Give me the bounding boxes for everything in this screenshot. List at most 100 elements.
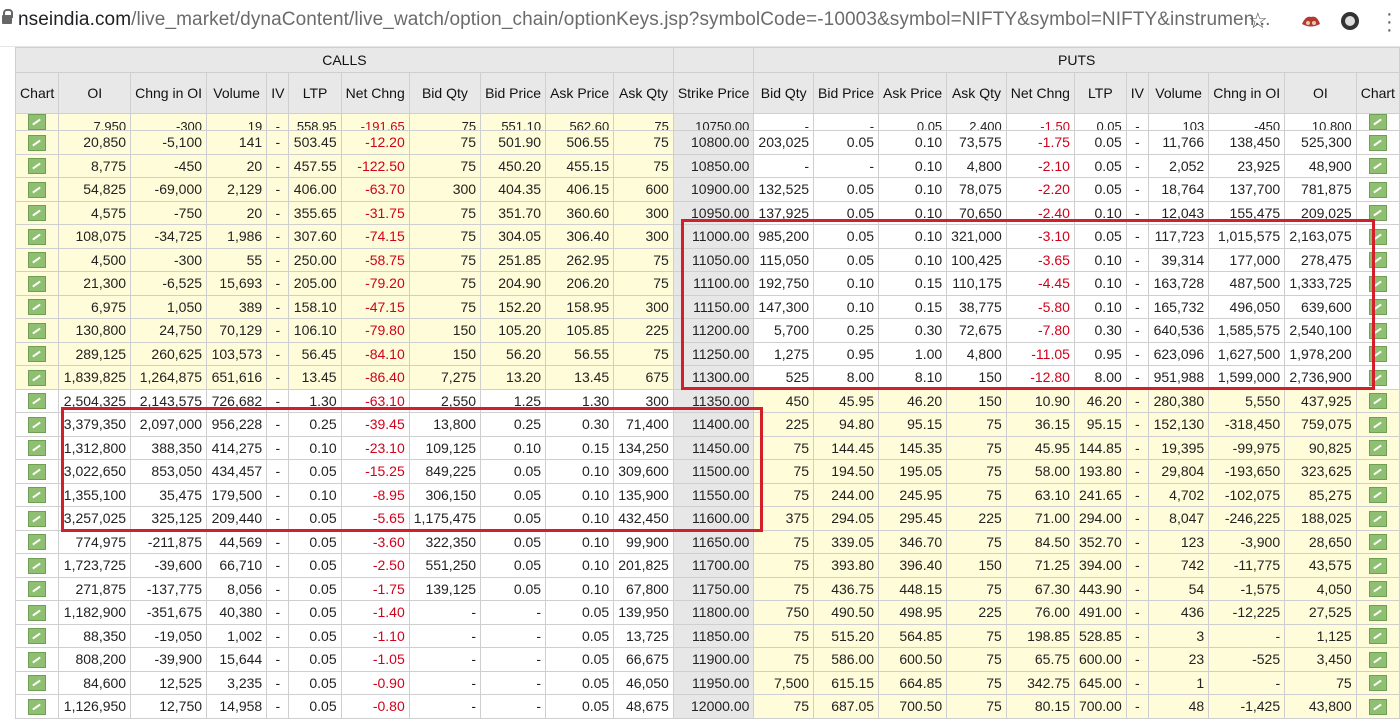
chart-icon[interactable] [28,114,47,130]
chart-icon[interactable] [1368,651,1387,668]
put-cell: 203,025 [753,130,815,155]
chart-icon[interactable] [28,228,47,245]
chart-icon[interactable] [1368,114,1387,130]
chart-icon[interactable] [1368,534,1387,551]
put-cell: - [1125,694,1150,719]
chart-icon[interactable] [28,346,47,363]
chart-icon[interactable] [1368,675,1387,692]
chart-icon[interactable] [1368,510,1387,527]
chart-icon[interactable] [28,651,47,668]
call-cell: - [266,200,290,225]
chart-icon[interactable] [1368,369,1387,386]
put-cell: 43,575 [1284,553,1357,578]
chart-cell [15,482,60,507]
chart-icon[interactable] [1368,252,1387,269]
chart-icon[interactable] [1368,628,1387,645]
column-header[interactable]: Bid Qty [753,72,815,114]
chart-icon[interactable] [28,581,47,598]
chart-cell [15,670,60,695]
call-cell: 675 [613,365,674,390]
chart-icon[interactable] [1368,134,1387,151]
call-cell: - [408,647,482,672]
menu-icon[interactable]: · · · [1386,3,1393,41]
column-header[interactable]: Chng in OI [130,72,208,114]
chart-icon[interactable] [1368,275,1387,292]
chart-icon[interactable] [1368,228,1387,245]
column-header[interactable]: Ask Price [878,72,948,114]
chart-icon[interactable] [28,604,47,621]
profile-icon[interactable] [1341,12,1359,30]
chart-icon[interactable] [28,557,47,574]
column-header[interactable]: Bid Qty [408,72,482,114]
column-header[interactable]: OI [58,72,132,114]
chart-icon[interactable] [1368,346,1387,363]
column-header[interactable]: Ask Qty [613,72,674,114]
call-cell: 54,825 [58,177,132,202]
chart-icon[interactable] [1368,463,1387,480]
chart-icon[interactable] [1368,698,1387,715]
column-header[interactable]: Chart [1355,72,1400,114]
chart-icon[interactable] [28,252,47,269]
put-cell: 75 [753,694,815,719]
chart-icon[interactable] [1368,158,1387,175]
chart-icon[interactable] [1368,557,1387,574]
chart-icon[interactable] [1368,322,1387,339]
column-header[interactable]: OI [1284,72,1357,114]
chart-icon[interactable] [28,134,47,151]
column-header[interactable]: Strike Price [672,72,755,114]
column-header[interactable]: Volume [1147,72,1210,114]
chart-icon[interactable] [28,158,47,175]
chart-icon[interactable] [1368,487,1387,504]
chart-icon[interactable] [1368,181,1387,198]
strike-price: 12000.00 [672,694,755,719]
call-cell: 1,050 [130,294,208,319]
chart-icon[interactable] [28,205,47,222]
column-header[interactable]: Chart [15,72,60,114]
chart-icon[interactable] [28,463,47,480]
chart-icon[interactable] [1368,440,1387,457]
extension-icon[interactable] [1300,12,1322,30]
column-header[interactable]: IV [266,72,290,114]
option-row: 271,875 -137,775 8,056-0.05 -1.75 139,125 0.0… [15,576,1400,601]
chart-icon[interactable] [28,698,47,715]
column-header[interactable]: Net Chng [340,72,410,114]
column-header[interactable]: Chng in OI [1208,72,1286,114]
chart-icon[interactable] [1368,393,1387,410]
chart-icon[interactable] [28,510,47,527]
chart-icon[interactable] [28,675,47,692]
option-row: 1,839,825 1,264,875 651,616-13.45 -86.40 7,2… [15,365,1400,390]
chart-icon[interactable] [28,628,47,645]
column-header[interactable]: Bid Price [480,72,547,114]
call-cell: -750 [130,200,208,225]
chart-icon[interactable] [28,322,47,339]
put-cell: 0.05 [1073,130,1127,155]
lock-icon[interactable] [2,9,13,24]
address-bar[interactable]: nseindia.com/live_market/dynaContent/liv… [0,0,1400,47]
chart-icon[interactable] [28,487,47,504]
chart-icon[interactable] [28,393,47,410]
chart-icon[interactable] [28,440,47,457]
chart-icon[interactable] [1368,604,1387,621]
column-header[interactable]: Volume [206,72,268,114]
chart-icon[interactable] [1368,581,1387,598]
column-header[interactable]: Bid Price [813,72,880,114]
chart-icon[interactable] [28,534,47,551]
column-header[interactable]: Ask Qty [946,72,1007,114]
call-cell: - [408,694,482,719]
put-cell: 165,732 [1147,294,1210,319]
chart-icon[interactable] [1368,205,1387,222]
column-header[interactable]: IV [1125,72,1150,114]
chart-icon[interactable] [28,369,47,386]
chart-icon[interactable] [28,181,47,198]
bookmark-star-icon[interactable]: ☆ [1248,8,1268,33]
column-header[interactable]: LTP [288,72,342,114]
column-header[interactable]: LTP [1073,72,1127,114]
column-header[interactable]: Ask Price [545,72,615,114]
url-text[interactable]: nseindia.com/live_market/dynaContent/liv… [18,9,1271,31]
column-header[interactable]: Net Chng [1005,72,1075,114]
chart-icon[interactable] [1368,299,1387,316]
chart-icon[interactable] [1368,416,1387,433]
chart-icon[interactable] [28,416,47,433]
chart-icon[interactable] [28,275,47,292]
chart-icon[interactable] [28,299,47,316]
